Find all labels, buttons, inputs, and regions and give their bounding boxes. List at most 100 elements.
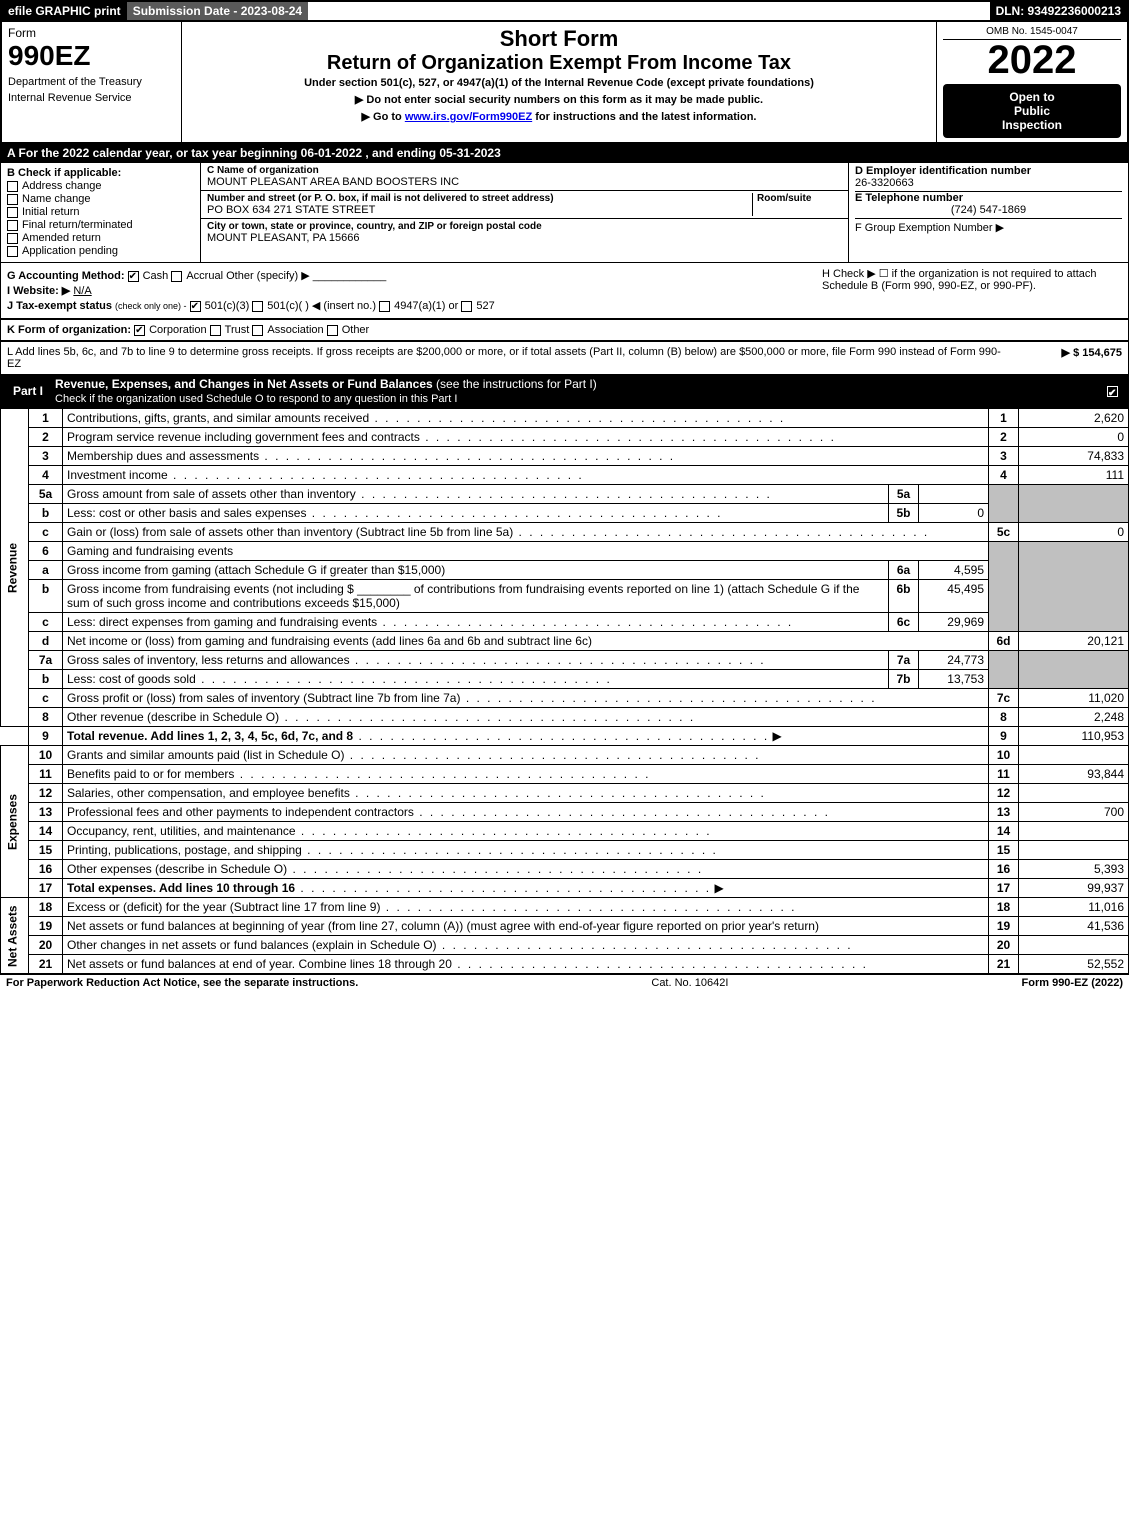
box-6a: 6a [889,561,919,580]
b-label: B Check if applicable: [7,167,194,179]
h-text: H Check ▶ ☐ if the organization is not r… [822,268,1097,292]
ln-10: 10 [29,746,63,765]
desc-3: Membership dues and assessments [67,449,259,463]
section-a-tax-year: A For the 2022 calendar year, or tax yea… [0,144,1129,163]
box-6b: 6b [889,580,919,613]
ein: 26-3320663 [855,177,1122,192]
val-5a [919,485,989,504]
num-7c: 7c [989,689,1019,708]
chk-corporation[interactable] [134,325,145,336]
footer-left: For Paperwork Reduction Act Notice, see … [6,977,358,989]
amt-18: 11,016 [1019,898,1129,917]
num-14: 14 [989,822,1019,841]
num-13: 13 [989,803,1019,822]
section-h: H Check ▶ ☐ if the organization is not r… [822,267,1122,292]
desc-4: Investment income [67,468,168,482]
chk-association[interactable] [252,325,263,336]
val-7b: 13,753 [919,670,989,689]
desc-6: Gaming and fundraising events [63,542,989,561]
chk-accrual[interactable] [171,271,182,282]
chk-4947[interactable] [379,301,390,312]
shade-6b [1019,542,1129,632]
chk-501c3[interactable] [190,301,201,312]
sidelabel-expenses: Expenses [1,746,29,898]
i-label: I Website: ▶ [7,285,70,297]
num-6d: 6d [989,632,1019,651]
j-label: J Tax-exempt status [7,300,112,312]
chk-527[interactable] [461,301,472,312]
amt-14 [1019,822,1129,841]
open-line1: Open to [947,90,1117,104]
efile-print-label[interactable]: efile GRAPHIC print [2,2,127,20]
chk-cash[interactable] [128,271,139,282]
ln-18: 18 [29,898,63,917]
part-1-title: Revenue, Expenses, and Changes in Net As… [55,377,433,391]
e-tel-label: E Telephone number [855,192,1122,204]
part-1-tag: Part I [7,384,49,398]
sections-g-to-l: H Check ▶ ☐ if the organization is not r… [0,263,1129,319]
amt-8: 2,248 [1019,708,1129,727]
title-short-form: Short Form [188,26,930,52]
org-name: MOUNT PLEASANT AREA BAND BOOSTERS INC [207,176,842,188]
desc-7a: Gross sales of inventory, less returns a… [67,653,350,667]
open-line3: Inspection [947,118,1117,132]
desc-5a: Gross amount from sale of assets other t… [67,487,356,501]
irs: Internal Revenue Service [8,92,175,104]
ln-7a: 7a [29,651,63,670]
sidelabel-netassets: Net Assets [1,898,29,974]
desc-2: Program service revenue including govern… [67,430,420,444]
chk-501c[interactable] [252,301,263,312]
ln-3: 3 [29,447,63,466]
ln-4: 4 [29,466,63,485]
chk-amended-return[interactable]: Amended return [7,232,194,244]
goto-line: ▶ Go to www.irs.gov/Form990EZ for instru… [188,110,930,123]
header-right: OMB No. 1545-0047 2022 Open to Public In… [937,22,1127,142]
desc-6c: Less: direct expenses from gaming and fu… [67,615,377,629]
num-19: 19 [989,917,1019,936]
schO-check[interactable] [1107,384,1122,398]
ln-15: 15 [29,841,63,860]
amt-2: 0 [1019,428,1129,447]
irs-link[interactable]: www.irs.gov/Form990EZ [405,111,532,123]
amt-3: 74,833 [1019,447,1129,466]
ln-2: 2 [29,428,63,447]
desc-5c: Gain or (loss) from sale of assets other… [67,525,513,539]
l-amount: ▶ $ 154,675 [1012,346,1122,370]
c-street-label: Number and street (or P. O. box, if mail… [207,193,752,204]
chk-application-pending[interactable]: Application pending [7,245,194,257]
shade-5b [1019,485,1129,523]
chk-address-change[interactable]: Address change [7,180,194,192]
header-left: Form 990EZ Department of the Treasury In… [2,22,182,142]
val-5b: 0 [919,504,989,523]
amt-12 [1019,784,1129,803]
chk-initial-return[interactable]: Initial return [7,206,194,218]
box-5a: 5a [889,485,919,504]
telephone: (724) 547-1869 [855,204,1122,219]
chk-other-org[interactable] [327,325,338,336]
amt-19: 41,536 [1019,917,1129,936]
footer-cat: Cat. No. 10642I [358,977,1021,989]
dept-treasury: Department of the Treasury [8,76,175,88]
desc-10: Grants and similar amounts paid (list in… [67,748,344,762]
part-1-schO: Check if the organization used Schedule … [55,393,457,405]
desc-17: Total expenses. Add lines 10 through 16 [67,881,295,895]
num-8: 8 [989,708,1019,727]
chk-final-return[interactable]: Final return/terminated [7,219,194,231]
desc-6a: Gross income from gaming (attach Schedul… [67,563,445,577]
num-16: 16 [989,860,1019,879]
ln-6: 6 [29,542,63,561]
desc-6d: Net income or (loss) from gaming and fun… [67,634,592,648]
goto-post: for instructions and the latest informat… [532,111,756,123]
num-11: 11 [989,765,1019,784]
ln-12: 12 [29,784,63,803]
chk-trust[interactable] [210,325,221,336]
desc-9: Total revenue. Add lines 1, 2, 3, 4, 5c,… [67,729,353,743]
val-6a: 4,595 [919,561,989,580]
ln-7c: c [29,689,63,708]
ln-21: 21 [29,955,63,974]
top-bar: efile GRAPHIC print Submission Date - 20… [0,0,1129,22]
shade-6 [989,542,1019,632]
header-center: Short Form Return of Organization Exempt… [182,22,937,142]
chk-name-change[interactable]: Name change [7,193,194,205]
num-2: 2 [989,428,1019,447]
